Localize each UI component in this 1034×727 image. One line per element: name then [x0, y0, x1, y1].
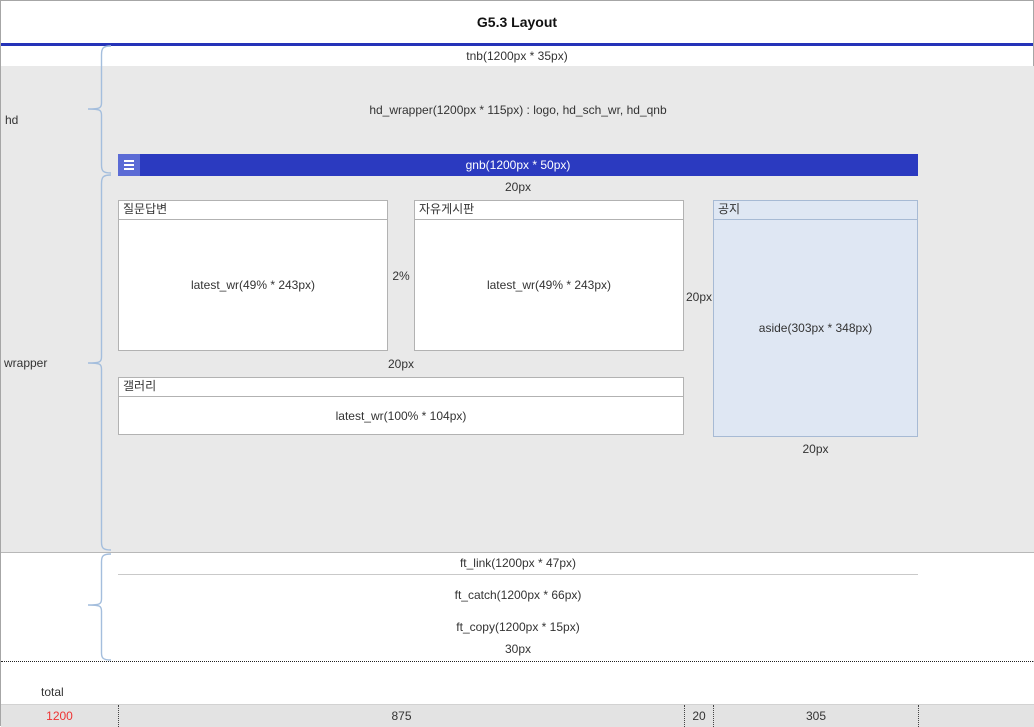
total-cell-875: 875 — [118, 705, 684, 727]
diagram-title-band: G5.3 Layout — [1, 1, 1033, 43]
total-band — [1, 662, 1034, 704]
gnb-bar: gnb(1200px * 50px) — [118, 154, 918, 176]
latest-box-qna-title: 질문답변 — [119, 201, 387, 220]
hamburger-menu-icon — [118, 154, 140, 176]
gallery-box-body: latest_wr(100% * 104px) — [335, 408, 467, 423]
page-title: G5.3 Layout — [476, 14, 558, 30]
aside-notice-body: aside(303px * 348px) — [758, 321, 873, 335]
hd-wrapper-label: hd_wrapper(1200px * 115px) : logo, hd_sc… — [369, 102, 667, 117]
total-label: total — [41, 685, 64, 699]
latest-box-qna-body: latest_wr(49% * 243px) — [190, 278, 316, 292]
gap-label-below-row: 20px — [387, 357, 415, 371]
ft-link-label: ft_link(1200px * 47px) — [459, 556, 577, 570]
footer-area — [1, 552, 1034, 661]
ft-link-divider — [118, 574, 918, 575]
ft-copy-label: ft_copy(1200px * 15px) — [456, 620, 580, 634]
section-label-hd: hd — [5, 113, 19, 127]
latest-box-free-board-title: 자유게시판 — [415, 201, 683, 220]
total-cell-20: 20 — [684, 705, 713, 727]
ft-catch-label: ft_catch(1200px * 66px) — [454, 588, 582, 602]
totals-row: 1200 875 20 305 — [1, 704, 1034, 727]
gap-label-below-footer: 30px — [504, 642, 532, 656]
gap-label-below-aside: 20px — [802, 442, 829, 456]
tnb-band: tnb(1200px * 35px) — [1, 46, 1033, 66]
tnb-label: tnb(1200px * 35px) — [466, 49, 568, 63]
gallery-box: 갤러리 latest_wr(100% * 104px) — [118, 377, 684, 435]
gap-label-below-gnb: 20px — [504, 180, 532, 194]
section-label-wrapper: wrapper — [4, 356, 48, 370]
gap-label-2-percent: 2% — [392, 269, 410, 283]
top-accent-divider — [1, 43, 1033, 46]
total-cell-305: 305 — [713, 705, 918, 727]
gap-label-before-aside: 20px — [685, 290, 713, 304]
gallery-box-title: 갤러리 — [119, 378, 683, 397]
aside-notice-title: 공지 — [714, 201, 917, 220]
latest-box-free-board-body: latest_wr(49% * 243px) — [486, 278, 612, 292]
total-cell-empty — [918, 705, 1034, 727]
aside-notice-box: 공지 aside(303px * 348px) — [713, 200, 918, 437]
footer-dotted-divider — [1, 661, 1034, 662]
latest-box-free-board: 자유게시판 latest_wr(49% * 243px) — [414, 200, 684, 351]
latest-box-qna: 질문답변 latest_wr(49% * 243px) — [118, 200, 388, 351]
gnb-label: gnb(1200px * 50px) — [465, 158, 571, 172]
total-cell-1200: 1200 — [46, 709, 73, 723]
